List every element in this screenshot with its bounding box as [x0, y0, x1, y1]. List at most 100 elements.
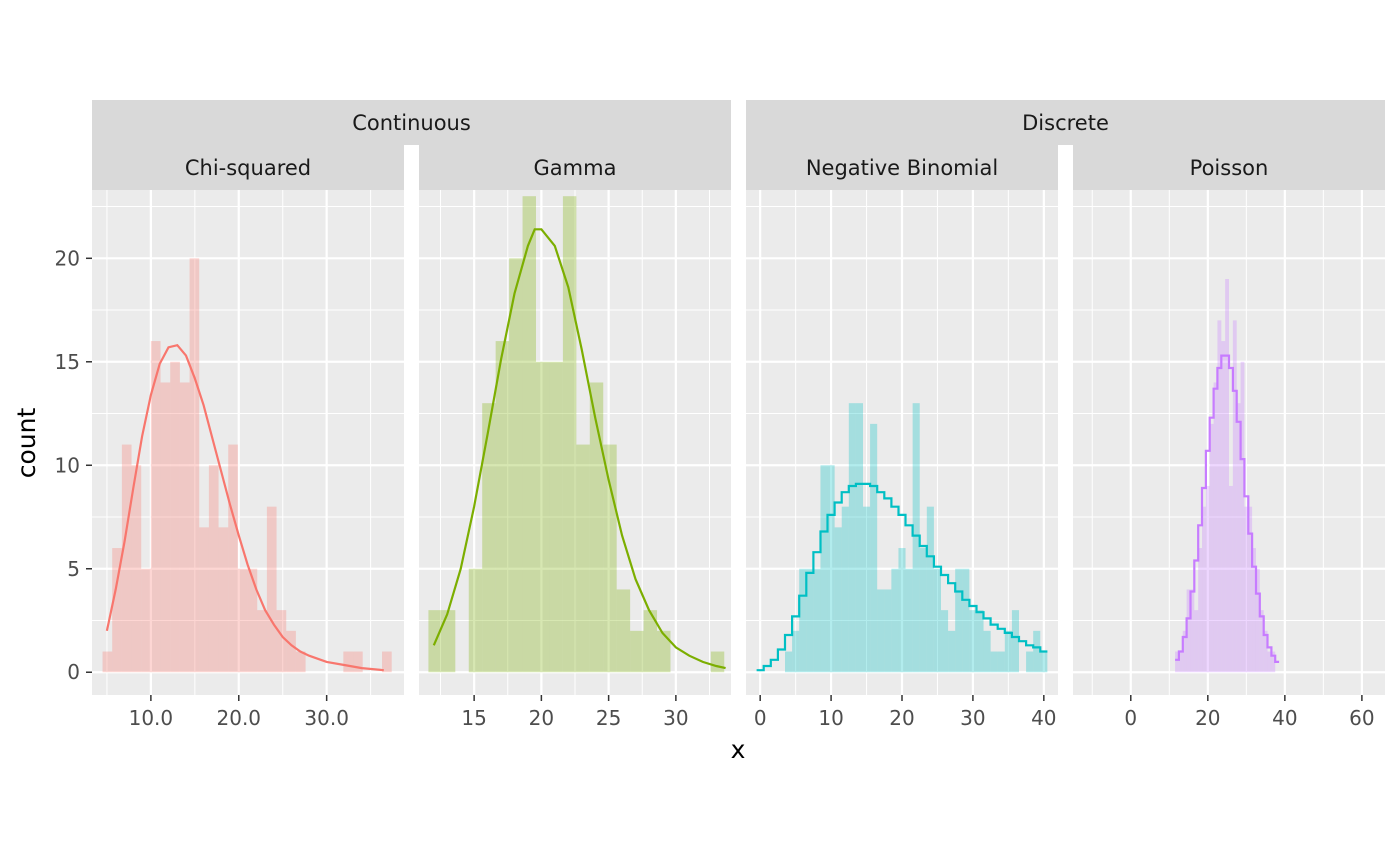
histogram-bar: [179, 382, 190, 673]
histogram-bar: [1259, 610, 1264, 673]
x-tick-label: 20: [529, 706, 554, 730]
histogram-bar: [189, 258, 200, 673]
histogram-bar: [1232, 320, 1237, 673]
histogram-bar: [1213, 382, 1218, 673]
x-tick-label: 20: [889, 706, 914, 730]
histogram-bar: [1186, 589, 1191, 673]
histogram-bar: [589, 382, 604, 673]
histogram-bar: [933, 568, 941, 673]
y-tick-label: 0: [67, 660, 80, 684]
x-tick-label: 25: [596, 706, 621, 730]
histogram-bar: [1178, 651, 1183, 673]
histogram-bar: [576, 444, 590, 673]
histogram-bar: [997, 651, 1005, 673]
histogram-bar: [1205, 485, 1210, 673]
histogram-bar: [257, 610, 267, 673]
histogram-bar: [657, 630, 671, 673]
histogram-bar: [170, 361, 180, 673]
x-tick-label: 0: [1124, 706, 1137, 730]
group-strip-label: Continuous: [352, 111, 471, 135]
histogram-bar: [1255, 568, 1260, 673]
facet-panel: Chi-squared 10.0 20.0 30.0: [92, 145, 404, 730]
histogram-bar: [1033, 630, 1041, 673]
histogram-bar: [1011, 610, 1019, 673]
histogram-bar: [643, 610, 658, 673]
histogram-bar: [1267, 651, 1272, 673]
panel-strip: [92, 145, 404, 190]
histogram-bar: [522, 196, 536, 673]
x-tick-label: 20: [1195, 706, 1220, 730]
histogram-bar: [1004, 630, 1012, 673]
x-tick-label: 30.0: [304, 706, 349, 730]
histogram-bar: [1248, 506, 1253, 673]
y-tick-label: 10: [55, 453, 80, 477]
histogram-bar: [863, 506, 871, 673]
x-tick-label: 30: [663, 706, 688, 730]
x-tick-label: 15: [461, 706, 486, 730]
panel-strip-label: Negative Binomial: [806, 156, 998, 180]
histogram-bar: [382, 651, 392, 673]
histogram-bar: [1194, 610, 1199, 673]
histogram-bar: [813, 568, 821, 673]
panel-strip-label: Chi-squared: [185, 156, 311, 180]
histogram-bar: [247, 568, 258, 673]
histogram-bar: [1209, 423, 1214, 673]
x-axis-title: x: [731, 735, 746, 764]
histogram-bar: [785, 651, 793, 673]
x-tick-label: 30: [960, 706, 985, 730]
histogram-bar: [1244, 506, 1249, 673]
panel-background: [92, 190, 404, 695]
histogram-bar: [1221, 341, 1226, 673]
y-tick-label: 15: [55, 350, 80, 374]
histogram-bar: [509, 258, 523, 673]
facet-panel: Negative Binomial 0 10 20 30 40: [746, 145, 1058, 730]
histogram-bar: [199, 527, 209, 673]
histogram-bar: [295, 651, 306, 673]
histogram-bar: [112, 548, 122, 673]
histogram-bar: [237, 568, 248, 673]
histogram-bar: [1236, 403, 1241, 673]
histogram-bar: [1217, 320, 1222, 673]
histogram-bar: [841, 506, 849, 673]
histogram-bar: [102, 651, 113, 673]
panel-strip-label: Poisson: [1190, 156, 1269, 180]
histogram-bar: [343, 651, 354, 673]
histogram-bar: [976, 610, 984, 673]
histogram-bar: [1252, 548, 1256, 673]
x-tick-label: 40: [1031, 706, 1056, 730]
y-tick-label: 20: [55, 246, 80, 270]
histogram-bar: [1229, 485, 1233, 673]
histogram-bar: [482, 403, 496, 673]
histogram-bar: [562, 196, 577, 673]
histogram-bar: [616, 589, 631, 673]
density-curve: [432, 228, 726, 670]
histogram-bar: [160, 382, 171, 673]
histogram-bar: [1240, 361, 1245, 673]
histogram-bar: [121, 444, 132, 673]
histogram-bar: [208, 465, 219, 673]
histogram-bar: [218, 527, 229, 673]
histogram-bar: [1026, 651, 1034, 673]
histogram-bar: [1198, 548, 1203, 673]
histogram-bar: [905, 568, 913, 673]
histogram-bar: [441, 610, 456, 673]
histogram-bar: [855, 403, 863, 673]
pmf-step-line: [756, 482, 1048, 672]
histogram-bar: [834, 527, 842, 673]
x-tick-label: 10.0: [129, 706, 174, 730]
histogram-bar: [926, 506, 934, 673]
panel-strip: [419, 145, 731, 190]
y-axis-title: count: [12, 408, 41, 479]
histogram-bar: [228, 444, 238, 673]
x-tick-label: 20.0: [217, 706, 262, 730]
facet-panel: Gamma 15 20 25 30: [419, 145, 731, 730]
histogram-bar: [710, 651, 725, 673]
histogram-bar: [827, 465, 835, 673]
histogram-bar: [1190, 589, 1195, 673]
histogram-bar: [983, 630, 991, 673]
group-strip: [746, 100, 1385, 145]
histogram-bar: [884, 589, 892, 673]
group-strips: Continuous Discrete: [92, 100, 1385, 145]
panel-strip: [1073, 145, 1385, 190]
histogram-bar: [1225, 278, 1229, 673]
